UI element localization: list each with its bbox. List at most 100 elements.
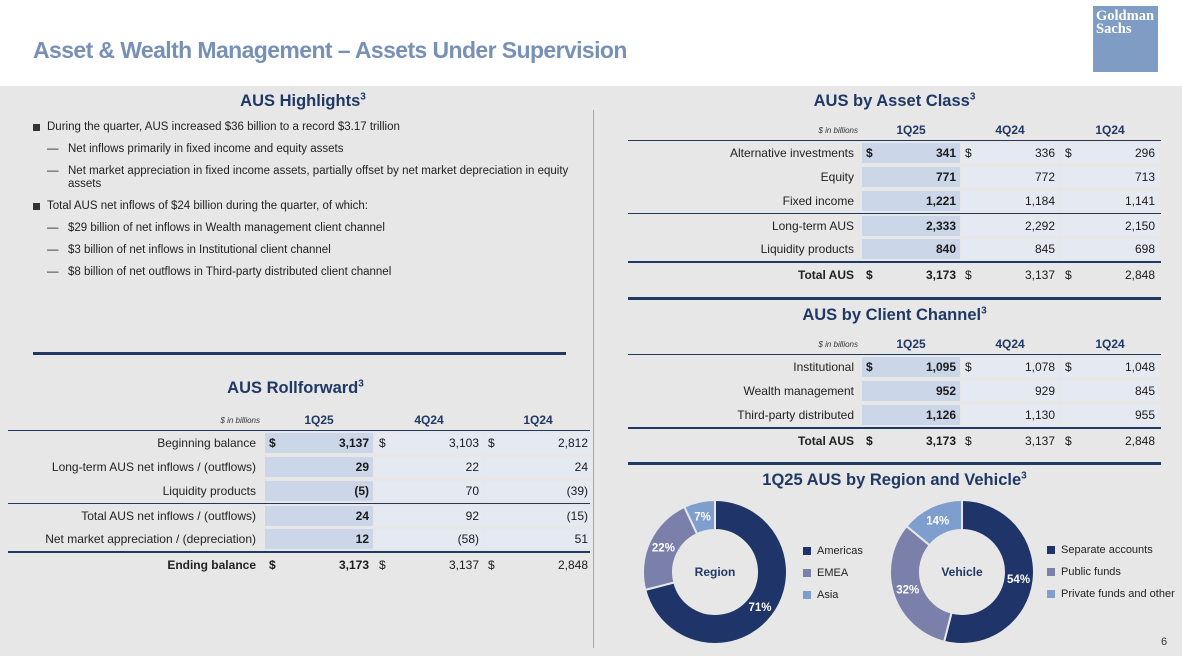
- dollar-sign: $: [866, 434, 873, 448]
- table-row: Ending balance $3,173 $3,137 $2,848: [8, 551, 590, 575]
- cell-value: 1,184: [1024, 194, 1055, 208]
- cell-value: 3,173: [925, 268, 956, 282]
- dollar-sign: $: [269, 436, 276, 450]
- cell-value: 713: [1134, 170, 1155, 184]
- cell-value: 1,078: [1024, 360, 1055, 374]
- rollforward-title: AUS Rollforward3: [227, 378, 364, 397]
- cell-value: 341: [935, 146, 956, 160]
- table-cell: $296: [1061, 143, 1159, 163]
- dollar-sign: $: [866, 360, 873, 374]
- donut-center-label: Region: [695, 565, 736, 579]
- legend-item: Private funds and other: [1047, 588, 1179, 610]
- cell-value: 840: [935, 242, 956, 256]
- cell-value: 2,848: [557, 558, 588, 572]
- dollar-sign: $: [866, 146, 873, 160]
- vertical-divider: [593, 110, 594, 648]
- cell-value: 698: [1134, 242, 1155, 256]
- table-row: Alternative investments $341 $336 $296: [628, 141, 1161, 165]
- table-cell: $3,137: [961, 265, 1059, 285]
- client-channel-title: AUS by Client Channel3: [802, 305, 987, 324]
- table-cell: (58): [375, 529, 483, 549]
- table-cell: 771: [862, 167, 960, 187]
- row-label: Liquidity products: [760, 242, 854, 256]
- table-cell: $2,812: [484, 433, 592, 453]
- legend-swatch: [803, 591, 811, 599]
- legend-label: Asia: [817, 589, 839, 601]
- cell-value: 3,137: [448, 558, 479, 572]
- table-cell: 12: [265, 529, 373, 549]
- cell-value: 51: [574, 532, 588, 546]
- cell-value: 2,292: [1024, 219, 1055, 233]
- cell-value: (15): [566, 509, 588, 523]
- slice-label: 32%: [896, 585, 919, 597]
- table-row: Liquidity products 840 845 698: [628, 237, 1161, 261]
- table-cell: 29: [265, 457, 373, 477]
- cell-value: 29: [355, 460, 369, 474]
- highlight-bullet: Net market appreciation in fixed income …: [33, 165, 573, 191]
- table-cell: 952: [862, 381, 960, 401]
- column-header: 4Q24: [414, 413, 444, 427]
- table-cell: 70: [375, 481, 483, 501]
- unit-label: $ in billions: [220, 416, 260, 425]
- table-cell: (5): [265, 481, 373, 501]
- legend-label: Americas: [817, 545, 863, 557]
- table-row: Long-term AUS 2,333 2,292 2,150: [628, 213, 1161, 237]
- dollar-sign: $: [488, 558, 495, 572]
- cell-value: 3,137: [1024, 268, 1055, 282]
- region-donut-chart: 71% 22% 7% Region: [642, 499, 788, 645]
- legend-swatch: [1047, 546, 1055, 554]
- highlight-bullet: Net inflows primarily in fixed income an…: [33, 143, 573, 156]
- table-row: Total AUS $3,173 $3,137 $2,848: [628, 427, 1161, 451]
- cell-value: 24: [574, 460, 588, 474]
- dollar-sign: $: [379, 558, 386, 572]
- legend-item: EMEA: [803, 567, 883, 589]
- table-cell: 845: [961, 239, 1059, 259]
- legend-label: EMEA: [817, 567, 849, 579]
- goldman-sachs-logo: Goldman Sachs: [1093, 6, 1158, 72]
- section-rule: [628, 462, 1161, 465]
- cell-value: (5): [354, 484, 369, 498]
- highlight-bullet: During the quarter, AUS increased $36 bi…: [33, 121, 573, 134]
- table-row: Total AUS $3,173 $3,137 $2,848: [628, 261, 1161, 285]
- page-title: Asset & Wealth Management – Assets Under…: [33, 37, 627, 63]
- cell-value: 1,126: [925, 408, 956, 422]
- row-label: Long-term AUS: [771, 219, 854, 233]
- table-row: Third-party distributed 1,126 1,130 955: [628, 403, 1161, 427]
- dollar-sign: $: [866, 268, 873, 282]
- rollforward-table: $ in billions 1Q25 4Q24 1Q24 Beginning balan…: [8, 409, 592, 575]
- unit-label: $ in billions: [818, 340, 858, 349]
- table-cell: $2,848: [1061, 265, 1159, 285]
- cell-value: 771: [935, 170, 956, 184]
- table-row: Institutional $1,095 $1,078 $1,048: [628, 355, 1161, 379]
- column-header: 1Q25: [304, 413, 334, 427]
- table-header: $ in billions 1Q25 4Q24 1Q24: [8, 409, 590, 431]
- table-row: Fixed income 1,221 1,184 1,141: [628, 189, 1161, 213]
- legend-item: Americas: [803, 545, 883, 567]
- column-header: 1Q24: [1095, 337, 1125, 351]
- dollar-sign: $: [965, 146, 972, 160]
- slice-label: 14%: [926, 515, 949, 527]
- cell-value: 296: [1134, 146, 1155, 160]
- page-number: 6: [1161, 636, 1168, 648]
- row-label: Beginning balance: [157, 436, 256, 450]
- cell-value: 2,848: [1124, 434, 1155, 448]
- table-cell: $2,848: [1061, 431, 1159, 451]
- asset-class-title: AUS by Asset Class3: [813, 91, 976, 110]
- table-cell: 845: [1061, 381, 1159, 401]
- region-vehicle-title: 1Q25 AUS by Region and Vehicle3: [762, 470, 1027, 489]
- cell-value: 92: [465, 509, 479, 523]
- highlight-bullet: $8 billion of net outflows in Third-part…: [33, 266, 573, 279]
- cell-value: 24: [355, 509, 369, 523]
- row-label: Institutional: [793, 360, 854, 374]
- legend-swatch: [803, 569, 811, 577]
- dollar-sign: $: [1065, 146, 1072, 160]
- highlight-bullet: $29 billion of net inflows in Wealth man…: [33, 222, 573, 235]
- table-cell: 955: [1061, 405, 1159, 425]
- row-label: Total AUS: [798, 268, 854, 282]
- highlights-title: AUS Highlights3: [240, 91, 366, 110]
- cell-value: 2,812: [557, 436, 588, 450]
- legend-label: Separate accounts: [1061, 544, 1153, 556]
- legend-label: Public funds: [1061, 566, 1121, 578]
- slice-label: 22%: [652, 543, 675, 555]
- table-cell: 51: [484, 529, 592, 549]
